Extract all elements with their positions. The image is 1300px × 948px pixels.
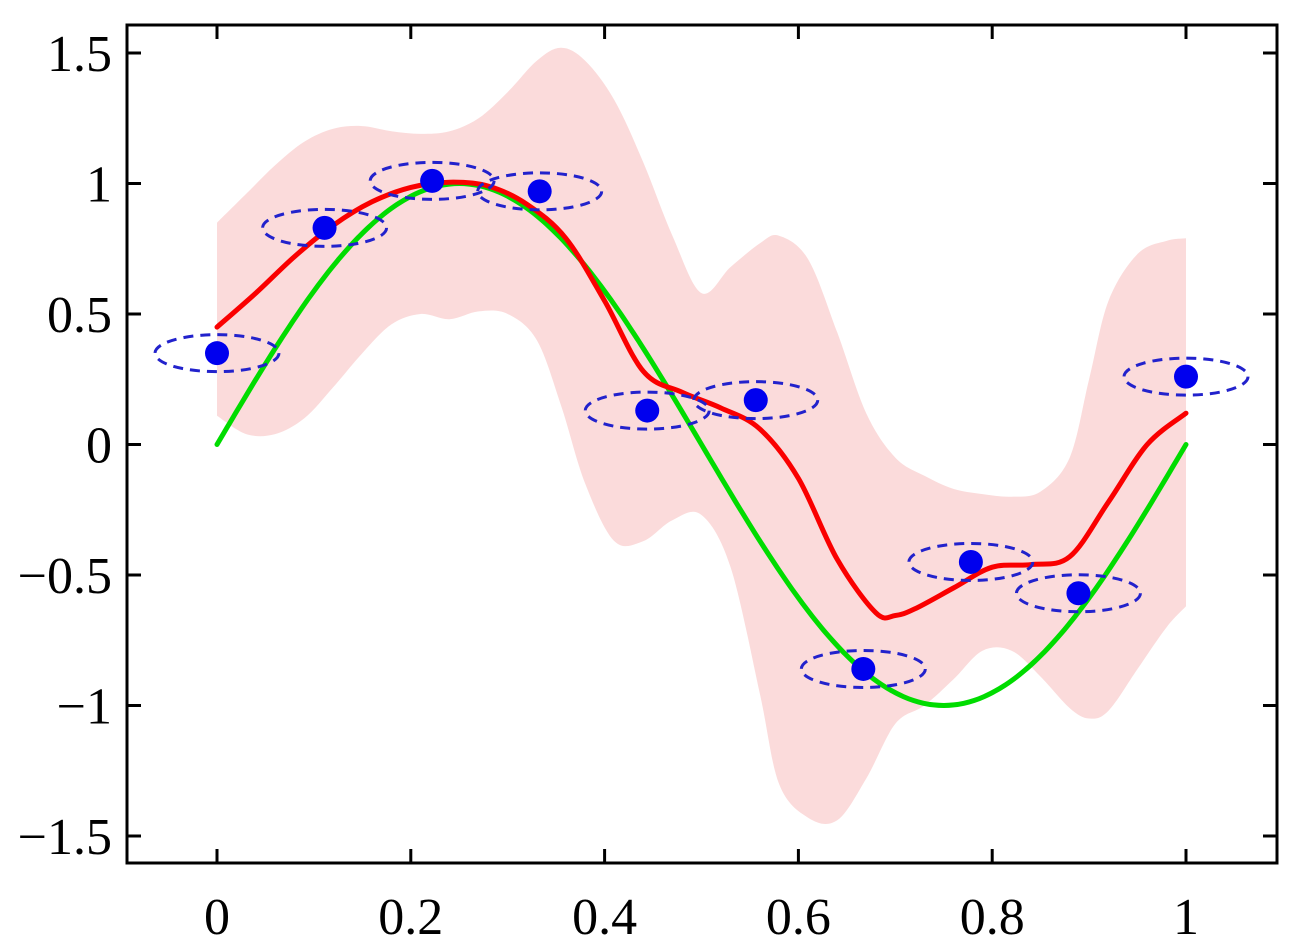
data-point (312, 215, 337, 240)
y-tick-label: −1 (57, 679, 112, 736)
data-point (1066, 581, 1091, 606)
noise-ellipse (692, 380, 820, 421)
x-tick-label: 0.8 (960, 889, 1025, 946)
x-tick-label: 0.6 (766, 889, 831, 946)
x-tick-label: 0.4 (572, 889, 637, 946)
axes (127, 25, 1277, 863)
noise-ellipse (476, 171, 604, 212)
data-point (527, 179, 552, 204)
noise-ellipse (153, 333, 281, 374)
data-point (1174, 364, 1198, 389)
plot-border (125, 23, 1279, 865)
y-tick-label: −0.5 (18, 548, 112, 605)
noise-ellipses (153, 160, 1250, 689)
x-tick-labels: 0 0.2 0.4 0.6 0.8 1 (204, 889, 1199, 946)
data-point (743, 388, 768, 413)
noise-ellipse (799, 648, 927, 689)
data-point (851, 656, 876, 681)
y-tick-label: −1.5 (18, 809, 112, 866)
data-point (420, 168, 445, 193)
x-tick-label: 0 (204, 889, 230, 946)
noise-ellipse (1122, 356, 1250, 397)
x-tick-label: 0.2 (378, 889, 443, 946)
noise-ellipse (261, 207, 389, 248)
y-tick-labels: 1.5 1 0.5 0 −0.5 −1 −1.5 (18, 26, 112, 866)
data-point (205, 341, 229, 366)
data-points (205, 168, 1198, 681)
noise-ellipse (907, 541, 1035, 582)
noise-ellipse (583, 390, 711, 431)
y-tick-label: 1 (86, 157, 112, 214)
y-tick-label: 0.5 (47, 287, 112, 344)
noise-ellipse (1014, 573, 1142, 614)
x-tick-label: 1 (1173, 889, 1199, 946)
noise-ellipse (368, 160, 496, 201)
y-tick-label: 0 (86, 418, 112, 475)
data-point (635, 398, 660, 423)
y-tick-label: 1.5 (47, 26, 112, 83)
confidence-band-area (217, 47, 1186, 824)
data-point (958, 549, 983, 574)
confidence-band (217, 47, 1186, 824)
